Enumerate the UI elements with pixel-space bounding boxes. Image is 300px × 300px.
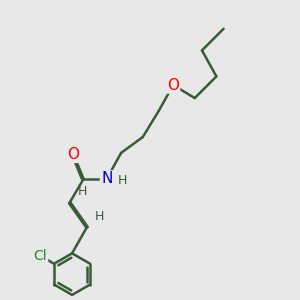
- Text: Cl: Cl: [34, 249, 47, 263]
- Text: H: H: [94, 210, 104, 223]
- Text: N: N: [101, 171, 112, 186]
- Text: H: H: [77, 185, 87, 198]
- Text: O: O: [68, 147, 80, 162]
- Text: O: O: [167, 77, 179, 92]
- Text: H: H: [118, 174, 127, 187]
